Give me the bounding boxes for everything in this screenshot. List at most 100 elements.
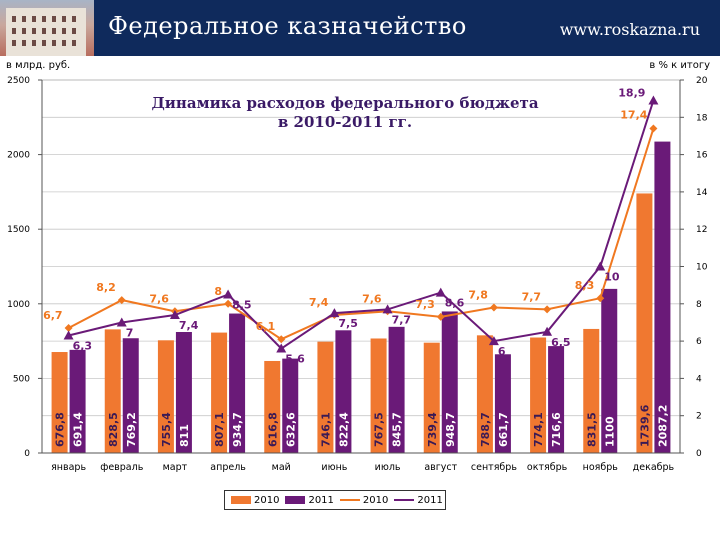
line-value-label-2011: 8,6 (445, 297, 465, 310)
line-2011 (68, 100, 655, 350)
right-tick-label: 0 (696, 449, 702, 459)
line-value-label-2010: 17,4 (620, 108, 647, 121)
left-tick-label: 500 (13, 374, 30, 384)
bar-2010 (636, 193, 653, 454)
bar-2010 (211, 332, 228, 453)
marker-2011 (169, 309, 180, 319)
bar-2011 (69, 349, 86, 453)
line-value-label-2011: 6,5 (551, 336, 571, 349)
bar-2011 (122, 338, 139, 453)
line-value-label-2011: 10 (604, 271, 620, 284)
legend-item-line-2010: 2010 (339, 494, 389, 506)
legend-item-bar-2011: 2011 (285, 494, 334, 506)
right-tick-label: 16 (696, 151, 708, 161)
line-value-label-2010: 7,6 (149, 292, 169, 305)
line-value-label-2010: 8,2 (96, 281, 116, 294)
marker-2010 (277, 335, 286, 344)
category-label: январь (51, 462, 86, 473)
bar-value-label-2010: 788,7 (479, 412, 492, 447)
bar-2011 (175, 331, 192, 453)
legend-label: 2010 (362, 494, 389, 506)
marker-2010 (436, 312, 445, 321)
legend-item-bar-2010: 2010 (231, 495, 279, 506)
bar-value-label-2010: 831,5 (585, 412, 598, 447)
marker-2010 (596, 294, 605, 303)
legend-swatch (285, 496, 306, 504)
right-tick-label: 10 (696, 263, 708, 273)
category-label: июль (375, 462, 401, 473)
header-title: Федеральное казначейство (108, 12, 467, 40)
bar-2011 (654, 141, 671, 453)
bar-2010 (317, 341, 334, 453)
category-label: сентябрь (471, 462, 517, 473)
bar-2011 (601, 288, 618, 453)
bar-2010 (264, 360, 281, 453)
marker-2011 (382, 304, 393, 314)
marker-2010 (224, 299, 233, 308)
bar-2010 (423, 342, 440, 453)
marker-2011 (595, 261, 606, 271)
category-label: декабрь (633, 462, 675, 473)
bar-value-label-2011: 934,7 (231, 412, 244, 447)
marker-2011 (63, 330, 74, 340)
header-url: www.roskazna.ru (559, 20, 700, 39)
bar-value-label-2011: 769,2 (125, 412, 138, 447)
bar-value-label-2011: 948,7 (444, 412, 457, 447)
left-tick-label: 1500 (7, 225, 30, 235)
marker-2011 (488, 336, 499, 346)
marker-2010 (64, 324, 73, 333)
line-value-label-2010: 7,7 (522, 290, 542, 303)
right-tick-label: 2 (696, 412, 702, 422)
legend-label: 2011 (308, 494, 334, 506)
right-tick-label: 4 (696, 374, 702, 384)
legend-swatch (394, 495, 415, 505)
bar-value-label-2011: 661,7 (497, 412, 510, 447)
bar-value-label-2010: 676,8 (54, 412, 67, 447)
marker-2011 (648, 95, 659, 105)
left-axis-unit: в млрд. руб. (6, 60, 71, 71)
category-label: ноябрь (583, 462, 619, 473)
bar-value-label-2010: 755,4 (160, 412, 173, 447)
line-value-label-2010: 7,8 (468, 289, 488, 302)
bar-value-label-2010: 739,4 (426, 412, 439, 447)
line-value-label-2010: 6,1 (256, 320, 276, 333)
category-label: август (424, 462, 457, 473)
bar-2010 (51, 352, 68, 453)
bar-value-label-2010: 767,5 (373, 412, 386, 447)
line-value-label-2011: 5,6 (285, 353, 305, 366)
line-value-label-2011: 7 (126, 326, 134, 339)
legend-item-line-2011: 2011 (394, 495, 443, 506)
building-photo (0, 0, 94, 56)
line-value-label-2011: 6,3 (73, 340, 93, 353)
line-2010 (68, 128, 655, 341)
category-label: май (272, 462, 291, 473)
chart-legend: 2010 2011 2010 2011 (224, 490, 446, 510)
marker-2010 (649, 124, 658, 133)
category-label: апрель (210, 462, 246, 473)
right-tick-label: 18 (696, 113, 708, 123)
bar-2010 (530, 337, 547, 453)
bar-2011 (441, 311, 458, 453)
bar-value-label-2011: 845,7 (391, 412, 404, 447)
line-value-label-2010: 8,3 (575, 279, 595, 292)
bar-value-label-2011: 632,6 (284, 412, 297, 447)
bar-2011 (335, 330, 352, 453)
line-value-label-2010: 6,7 (43, 309, 63, 322)
bar-value-label-2011: 691,4 (72, 412, 85, 447)
right-tick-label: 6 (696, 337, 702, 347)
bar-value-label-2010: 774,1 (532, 412, 545, 447)
bar-2011 (548, 346, 565, 453)
left-tick-label: 0 (24, 449, 30, 459)
line-value-label-2011: 8,5 (232, 298, 252, 311)
right-tick-label: 12 (696, 225, 707, 235)
bar-value-label-2010: 746,1 (319, 412, 332, 447)
bar-2011 (282, 358, 299, 453)
bar-value-label-2011: 716,6 (550, 412, 563, 447)
bar-value-label-2010: 616,8 (266, 412, 279, 447)
right-axis-unit: в % к итогу (649, 60, 710, 71)
legend-swatch (339, 495, 360, 505)
bar-value-label-2011: 822,4 (337, 412, 350, 447)
bar-2010 (476, 335, 493, 453)
right-tick-label: 8 (696, 300, 702, 310)
